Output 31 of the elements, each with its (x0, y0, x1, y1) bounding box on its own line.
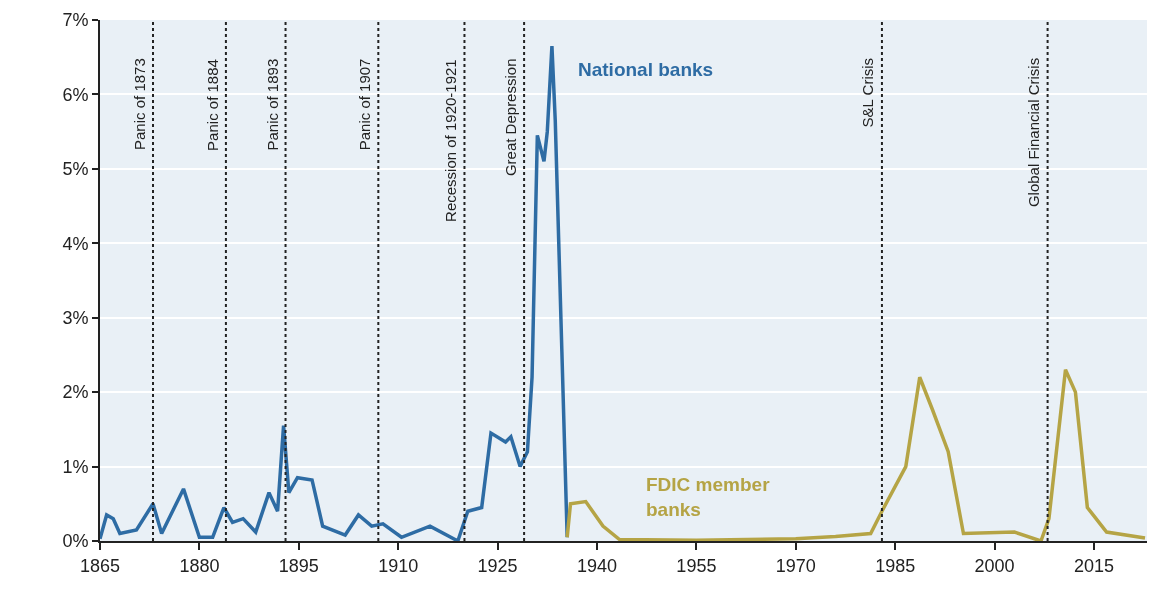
y-tick-label: 7% (62, 10, 89, 31)
y-tick-label: 5% (62, 159, 89, 180)
y-tick-label: 0% (62, 531, 89, 552)
line-series (100, 44, 569, 541)
x-tick-label: 1880 (179, 555, 220, 576)
ref-line-label: Panic of 1907 (356, 58, 374, 151)
x-tick-label: 1865 (79, 555, 121, 576)
x-tick-label: 2000 (974, 555, 1015, 576)
ref-line-label: Panic of 1873 (131, 58, 149, 150)
y-tick-label: 2% (62, 382, 89, 403)
y-tick-label: 3% (62, 308, 89, 329)
x-tick-label: 1910 (378, 555, 419, 576)
ref-line-label: Panic of 1884 (203, 59, 221, 151)
x-tick-label: 1970 (775, 555, 816, 576)
ref-line-label: S&L Crisis (859, 57, 877, 128)
ref-line-label: Great Depression (502, 58, 520, 177)
x-tick-label: 1985 (875, 555, 916, 576)
x-tick-label: 1940 (576, 555, 618, 576)
ref-line-label: Panic of 1893 (263, 58, 281, 151)
series-label: FDIC member banks (646, 474, 771, 520)
line-series (565, 368, 1147, 541)
x-tick-label: 1895 (278, 555, 319, 576)
y-tick-label: 4% (62, 233, 89, 254)
y-tick-label: 6% (62, 84, 89, 105)
series-label: National banks (578, 59, 714, 80)
ref-line-label: Global Financial Crisis (1025, 57, 1043, 208)
y-tick-label: 1% (62, 456, 89, 477)
x-tick-label: 2015 (1073, 555, 1115, 576)
x-tick-label: 1925 (477, 555, 518, 576)
x-tick-label: 1955 (676, 555, 717, 576)
ref-line-label: Recession of 1920-1921 (441, 59, 459, 222)
